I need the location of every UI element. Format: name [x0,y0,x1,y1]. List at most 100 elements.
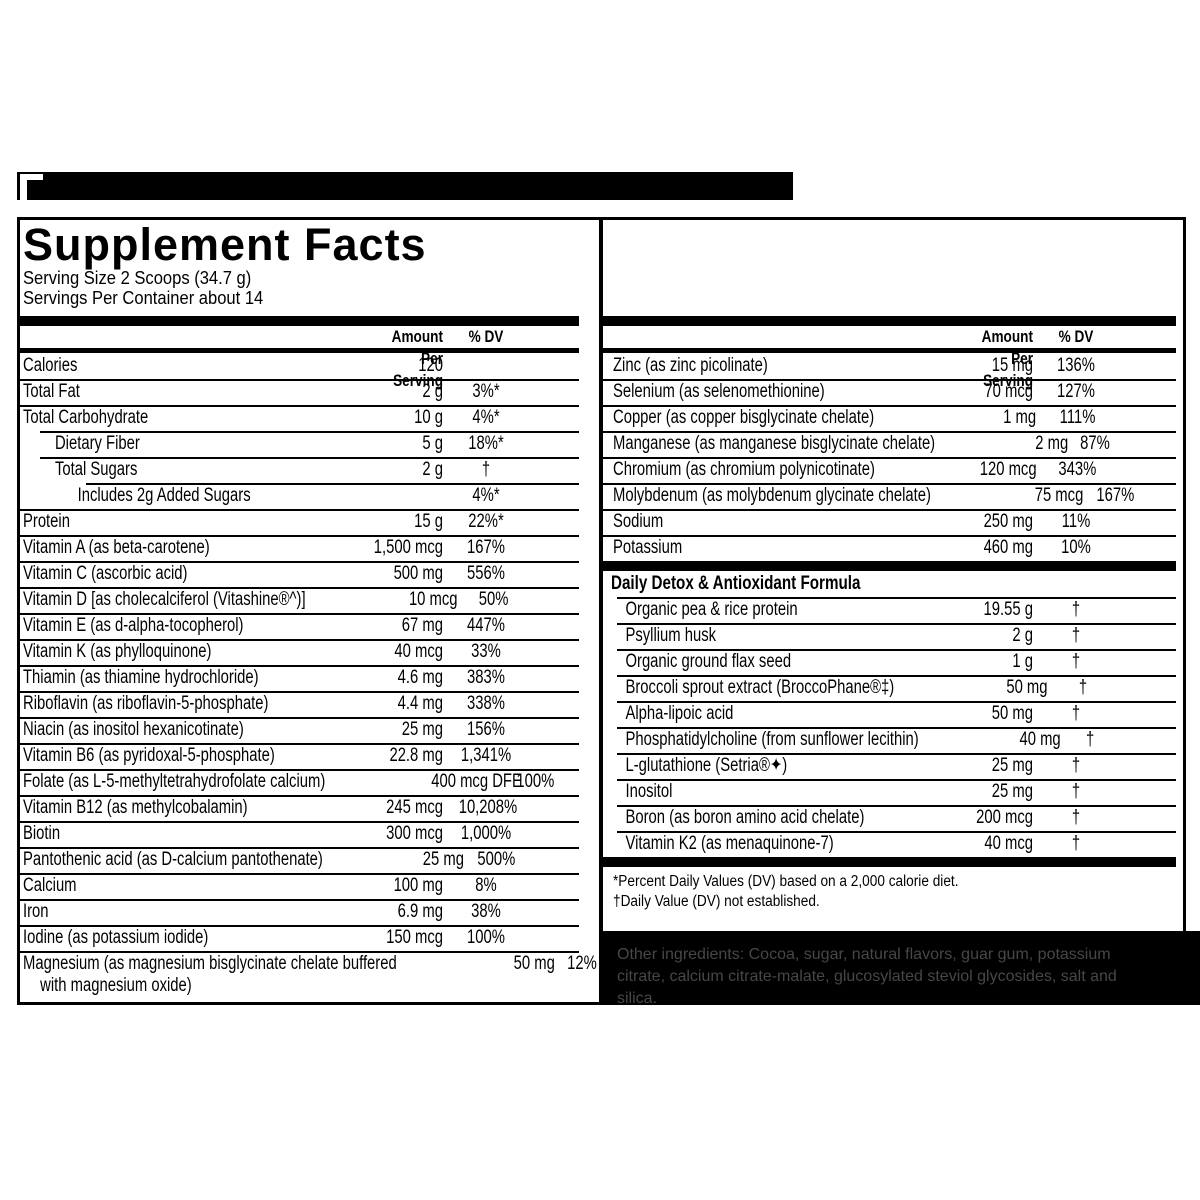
nutrient-amount: 460 mg [983,537,1033,558]
nutrient-name: Total Fat [23,381,80,402]
nutrient-amount: 245 mcg [386,797,443,818]
nutrient-amount: 120 [418,355,443,376]
nutrient-name: Magnesium (as magnesium bisglycinate che… [23,953,397,996]
nutrient-name: Includes 2g Added Sugars [77,485,251,506]
nutrient-row: Vitamin B12 (as methylcobalamin) 245 mcg 1… [20,795,579,821]
nutrient-name: Organic pea & rice protein [625,599,798,620]
nutrient-dv: 500% [477,849,516,870]
nutrient-dv: 12% [567,953,597,974]
nutrient-dv: † [1071,599,1081,620]
detox-table: Organic pea & rice protein 19.55 g † Psylli… [603,597,1176,857]
mineral-table-right: Zinc (as zinc picolinate) 15 mg 136% Seleni… [603,353,1176,561]
nutrient-dv: 100% [515,771,554,792]
nutrient-name: Chromium (as chromium polynicotinate) [613,459,875,480]
nutrient-name: Vitamin K (as phylloquinone) [23,641,212,662]
nutrient-table-left: Calories 120 Total Fat 2 g 3%* Total Carbohyd… [20,353,597,998]
nutrient-dv: 447% [467,615,505,636]
nutrient-name: L-glutathione (Setria®✦) [625,755,788,776]
nutrient-name: Vitamin A (as beta-carotene) [23,537,210,558]
nutrient-name: Copper (as copper bisglycinate chelate) [613,407,875,428]
nutrient-name: Calcium [23,875,77,896]
header-spacer [613,326,875,348]
nutrient-dv: † [1071,651,1081,672]
nutrient-amount: 120 mcg [979,459,1037,480]
nutrient-name: Vitamin B12 (as methylcobalamin) [23,797,248,818]
nutrient-dv: † [1071,807,1081,828]
nutrient-dv: 10,208% [458,797,518,818]
nutrient-row: Total Fat 2 g 3%* [20,379,579,405]
nutrient-amount: 15 g [414,511,443,532]
nutrient-amount: 400 mcg DFE [430,771,522,792]
nutrient-row: Boron (as boron amino acid chelate) 200 m… [603,805,1176,831]
nutrient-name: Protein [23,511,70,532]
nutrient-dv: 156% [467,719,505,740]
nutrient-dv: 22%* [468,511,504,532]
nutrient-name: Organic ground flax seed [625,651,792,672]
nutrient-row: Pantothenic acid (as D-calcium pantothen… [20,847,579,873]
servings-per-container: Servings Per Container about 14 [23,288,264,308]
nutrient-dv: 136% [1057,355,1095,376]
nutrient-name: Manganese (as manganese bisglycinate che… [613,433,936,454]
nutrient-name: Psyllium husk [625,625,717,646]
nutrient-row: Iron 6.9 mg 38% [20,899,579,925]
nutrient-amount: 75 mcg [1034,485,1083,506]
nutrient-name: Vitamin D [as cholecalciferol (Vitashine… [23,589,306,610]
nutrient-amount [371,483,443,509]
nutrient-dv: 87% [1080,433,1111,454]
nutrient-row: Niacin (as inositol hexanicotinate) 25 mg… [20,717,579,743]
nutrient-name: Iodine (as potassium iodide) [23,927,209,948]
redacted-text-mark [20,174,43,209]
nutrient-dv: 3%* [472,381,500,402]
nutrient-name: Inositol [625,781,673,802]
nutrient-amount: 2 g [422,381,443,402]
nutrient-row: Inositol 25 mg † [603,779,1176,805]
nutrient-amount: 10 g [414,407,443,428]
nutrient-amount: 19.55 g [983,599,1033,620]
nutrient-amount: 25 mg [401,719,443,740]
nutrient-row: Zinc (as zinc picolinate) 15 mg 136% [603,353,1176,379]
nutrient-name: Vitamin K2 (as menaquinone-7) [625,833,834,854]
nutrient-dv: 167% [467,537,505,558]
thick-rule [20,316,579,326]
nutrient-row: Folate (as L-5-methyltetrahydrofolate ca… [20,769,579,795]
nutrient-row: Sodium 250 mg 11% [603,509,1176,535]
nutrient-name: Vitamin C (ascorbic acid) [23,563,188,584]
nutrient-row: Vitamin E (as d-alpha-tocopherol) 67 mg 44… [20,613,579,639]
nutrient-amount: 1 mg [1002,407,1036,428]
header-amount-per-serving: Amount Per Serving [981,327,1033,390]
nutrient-amount: 40 mcg [394,641,443,662]
nutrient-name: Biotin [23,823,61,844]
nutrient-row: Psyllium husk 2 g † [603,623,1176,649]
nutrient-name: Selenium (as selenomethionine) [613,381,825,402]
nutrient-row: Phosphatidylcholine (from sunflower leci… [603,727,1176,753]
nutrient-name: Thiamin (as thiamine hydrochloride) [23,667,259,688]
nutrient-dv: † [1071,625,1081,646]
right-column-spacer [603,220,1183,316]
nutrient-name: Vitamin B6 (as pyridoxal-5-phosphate) [23,745,275,766]
nutrient-dv: 1,000% [460,823,512,844]
nutrient-amount: 6.9 mg [397,901,443,922]
nutrient-amount: 50 mg [1005,677,1048,698]
header-percent-dv: % DV [468,327,504,346]
nutrient-name: Folate (as L-5-methyltetrahydrofolate ca… [23,771,326,792]
nutrient-amount: 1 g [1012,651,1033,672]
nutrient-dv: 338% [467,693,505,714]
nutrient-name: Total Carbohydrate [23,407,149,428]
nutrient-row: Manganese (as manganese bisglycinate che… [603,431,1176,457]
nutrient-dv: 10% [1061,537,1091,558]
nutrient-name: Calories [23,355,78,376]
nutrient-dv: † [1071,833,1081,854]
nutrient-amount: 50 mg [991,703,1033,724]
nutrient-row: Dietary Fiber 5 g 18%* [20,431,579,457]
nutrient-name: Molybdenum (as molybdenum glycinate chel… [613,485,931,506]
supplement-facts-panel: Supplement Facts Serving Size 2 Scoops (… [17,217,1186,1005]
nutrient-row: Protein 15 g 22%* [20,509,579,535]
nutrient-amount: 67 mg [401,615,443,636]
header-amount-per-serving: Amount Per Serving [391,327,443,390]
footnotes: *Percent Daily Values (DV) based on a 2,… [603,872,1176,912]
nutrient-dv: 11% [1061,511,1091,532]
thick-rule [603,857,1176,867]
nutrient-row: Vitamin K (as phylloquinone) 40 mcg 33% [20,639,579,665]
nutrient-row: Biotin 300 mcg 1,000% [20,821,579,847]
nutrient-dv: 50% [478,589,509,610]
